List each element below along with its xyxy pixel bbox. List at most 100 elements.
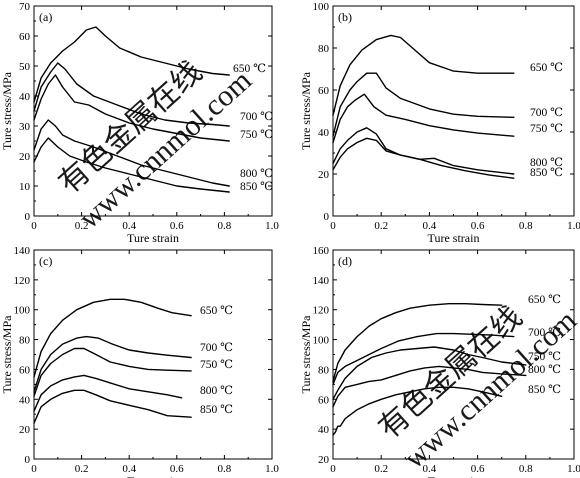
y-tick-label: 50 [19,61,31,73]
series-line-4 [332,127,515,175]
x-tick-label: 0.4 [423,220,437,232]
series-label: 800 ℃ [240,168,273,180]
series-line-1 [332,303,503,383]
y-tick-label: 20 [318,454,330,466]
series-line-5 [332,137,515,179]
series-label: 700 ℃ [528,327,561,339]
x-tick-label: 0.6 [170,220,184,232]
x-tick-label: 0.4 [423,463,437,475]
y-tick-label: 40 [19,394,31,406]
y-axis-title: Ture stress/MPa [0,315,14,394]
y-tick-label: 80 [318,364,330,376]
x-axis-title: Ture strain [127,231,179,245]
x-tick-label: 0.4 [122,220,136,232]
y-tick-label: 80 [318,43,330,55]
y-tick-label: 20 [318,169,330,181]
chart-panel-4: 0 0.2 0.4 0.6 0.8 1.0 20 40 60 80 100 120 140 160 Ture… [299,245,580,478]
series-line-2 [33,62,230,127]
y-tick-label: 20 [19,424,31,436]
series-label: 700 ℃ [240,111,273,123]
y-tick-label: 0 [25,454,31,466]
series-label: 850 ℃ [528,384,561,396]
y-axis-title: Ture stress/MPa [299,315,313,394]
series-label: 700 ℃ [530,107,563,119]
series-line-5 [33,389,192,424]
y-axis-title: Ture stress/MPa [0,71,14,150]
x-tick-label: 0.6 [471,463,485,475]
series-line-3 [33,74,230,142]
y-tick-label: 100 [313,1,330,13]
y-tick-label: 140 [313,275,330,287]
series-label: 800 ℃ [200,385,233,397]
y-tick-label: 20 [19,151,31,163]
x-tick-label: 0.6 [471,220,485,232]
x-tick-label: 0.4 [122,463,136,475]
series-line-1 [332,34,515,116]
x-tick-label: 1.0 [567,220,580,232]
x-axis-title: Ture strain [428,231,480,245]
panel-tag: (d) [338,254,352,268]
y-tick-label: 60 [19,364,31,376]
y-tick-label: 0 [324,211,330,223]
x-tick-label: 0 [330,463,336,475]
series-label: 850 ℃ [200,404,233,416]
y-tick-label: 120 [313,305,330,317]
x-tick-label: 0.2 [75,463,89,475]
series-label: 850 ℃ [530,167,563,179]
x-tick-label: 1.0 [567,463,580,475]
series-line-1 [33,26,230,103]
x-tick-label: 0.2 [75,220,89,232]
y-axis-title: Ture stress/MPa [299,71,313,150]
y-tick-label: 0 [25,211,31,223]
panel-tag: (a) [39,10,52,24]
series-line-2 [332,332,515,386]
series-line-3 [332,93,515,144]
y-tick-label: 80 [19,335,31,347]
series-label: 850 ℃ [240,181,273,193]
x-tick-label: 0.8 [519,220,533,232]
y-tick-label: 10 [19,181,31,193]
x-tick-label: 1.0 [265,220,279,232]
series-label: 650 ℃ [200,305,233,317]
series-line-4 [332,365,527,408]
chart-panel-2: 0 0.2 0.4 0.6 0.8 1.0 0 20 40 60 80 100 Ture strain T… [299,1,580,245]
series-label: 650 ℃ [530,62,563,74]
plot-frame [33,249,273,460]
series-line-3 [33,347,192,397]
y-tick-label: 100 [14,305,31,317]
x-axis-title: Ture strain [127,474,179,478]
series-label: 800 ℃ [528,364,561,376]
series-line-1 [33,298,192,378]
series-label: 750 ℃ [530,123,563,135]
x-tick-label: 0.6 [170,463,184,475]
y-tick-label: 40 [318,127,330,139]
series-line-2 [332,72,515,137]
y-tick-label: 40 [19,91,31,103]
series-label: 650 ℃ [233,63,266,75]
series-line-5 [332,386,503,436]
x-tick-label: 0.8 [519,463,533,475]
chart-panel-3: 0 0.2 0.4 0.6 0.8 1.0 0 20 40 60 80 100 120 140 Ture s… [0,245,279,478]
series-label: 700 ℃ [200,342,233,354]
y-tick-label: 100 [313,335,330,347]
series-line-5 [33,137,230,193]
y-tick-label: 60 [318,394,330,406]
x-tick-label: 0 [330,220,336,232]
series-line-3 [332,346,527,400]
x-tick-label: 0.8 [218,220,232,232]
x-tick-label: 1.0 [265,463,279,475]
y-tick-label: 60 [318,85,330,97]
series-line-4 [33,374,183,412]
x-tick-label: 0.2 [374,220,388,232]
y-tick-label: 140 [14,245,31,257]
y-tick-label: 40 [318,424,330,436]
series-line-2 [33,335,192,393]
x-tick-label: 0.2 [374,463,388,475]
series-label: 750 ℃ [240,129,273,141]
y-tick-label: 160 [313,245,330,257]
series-line-4 [33,119,230,187]
panel-tag: (b) [338,10,352,24]
x-tick-label: 0.8 [218,463,232,475]
